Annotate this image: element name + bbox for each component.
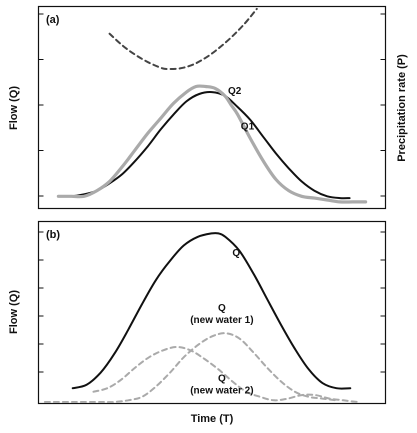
panel-b-series-2-label: Q (new water 2): [190, 373, 253, 396]
panel-b-series-1-line: [43, 332, 338, 403]
panel-b-series-2-line: [92, 346, 359, 403]
panel-b-label: (b): [46, 229, 60, 241]
panel-a-right-axis-label: Precipitation rate (P): [396, 54, 408, 162]
panel-b-marks: Q Q (new water 1) Q (new water 2): [38, 231, 386, 403]
panel-b-series-0-line: [71, 232, 352, 390]
panel-b-y-axis-label: Flow (Q): [8, 290, 20, 334]
panel-a-label: (a): [46, 14, 60, 26]
panel-a-frame: [37, 5, 387, 210]
panel-a-series-0-line: [108, 7, 258, 71]
panel-a-series-1-label: Q1: [241, 121, 255, 132]
x-axis-label: Time (T): [191, 413, 234, 425]
panel-a-marks: Q1 Q2: [38, 7, 386, 204]
panel-b-series-0-label: Q: [232, 248, 240, 259]
panel-b-frame: [37, 220, 387, 405]
panel-a-y-axis-label: Flow (Q): [8, 86, 20, 130]
panel-b-series-1-label: Q (new water 1): [190, 303, 253, 326]
panel-a-series-2-label: Q2: [228, 86, 242, 97]
panel-a-series-1-line: [57, 91, 351, 200]
panel-a-series-2-line: [56, 84, 368, 204]
